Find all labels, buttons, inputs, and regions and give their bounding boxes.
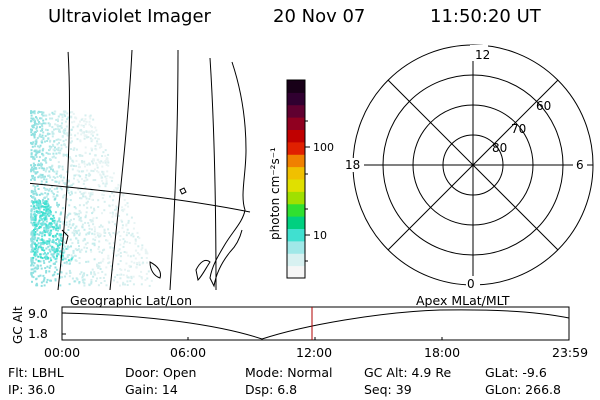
time-tick-label: 12:00 [296,345,333,360]
colorbar-swatch [287,240,305,254]
time-tick-label: 23:59 [552,345,589,360]
coastline [149,261,161,279]
lat-label-60: 60 [536,99,551,113]
timeline-left-label: Geographic Lat/Lon [70,293,192,308]
mlt-label-6: 6 [576,158,584,172]
lat-label-80: 80 [492,141,507,155]
time-tick-label: 06:00 [170,345,207,360]
colorbar-tick-label: 10 [313,229,327,242]
colorbar-swatch [287,166,305,180]
time-tick-label: 00:00 [44,345,81,360]
parallel-line [30,182,251,213]
time-label: 11:50:20 UT [430,6,541,27]
colorbar [286,79,310,279]
coastline [61,229,69,245]
coastline [195,259,211,282]
colorbar-swatch [287,265,305,279]
mlt-label-0: 0 [467,277,475,291]
instrument-title: Ultraviolet Imager [48,6,211,27]
coastline [179,187,187,195]
colorbar-swatch [287,228,305,242]
glon-info: GLon: 266.8 [485,382,561,397]
filter-info: Flt: LBHL [8,365,64,380]
colorbar-swatch [287,203,305,217]
colorbar-tick-label: 100 [313,141,334,154]
colorbar-swatch [287,141,305,155]
colorbar-swatch [287,253,305,267]
polar-plot [344,44,594,288]
timeline-right-label: Apex MLat/MLT [416,293,510,308]
timeline-plot [61,306,570,341]
colorbar-swatch [287,80,305,93]
mlt-label-12: 12 [475,48,490,62]
timeline-ylabel: GC Alt [11,306,25,344]
meridian-line [209,57,217,291]
colorbar-swatch [287,154,305,168]
colorbar-swatch [287,191,305,205]
coastline [209,61,247,288]
door-info: Door: Open [125,365,197,380]
altitude-tick-label: 1.8 [28,326,48,341]
mode-info: Mode: Normal [245,365,333,380]
lat-label-70: 70 [511,122,526,136]
gain-info: Gain: 14 [125,382,178,397]
meridian-line [57,49,71,291]
colorbar-swatch [287,179,305,192]
colorbar-swatch [287,104,305,118]
altitude-tick-label: 9.0 [28,306,48,321]
meridian-line [169,49,179,291]
colorbar-swatch [287,92,305,106]
time-tick-label: 18:00 [424,345,461,360]
gc-alt-info: GC Alt: 4.9 Re [364,365,452,380]
altitude-curve [61,309,570,340]
date-label: 20 Nov 07 [273,6,366,27]
meridian-line [109,49,133,291]
seq-info: Seq: 39 [364,382,412,397]
dsp-info: Dsp: 6.8 [245,382,298,397]
colorbar-swatch [287,117,305,131]
mlt-label-18: 18 [345,158,360,172]
colorbar-axis-label: photon cm⁻²s⁻¹ [268,147,282,240]
ip-info: IP: 36.0 [8,382,56,397]
aurora-emission [30,110,154,287]
colorbar-swatch [287,129,305,143]
colorbar-swatch [287,216,305,230]
glat-info: GLat: -9.6 [485,365,547,380]
